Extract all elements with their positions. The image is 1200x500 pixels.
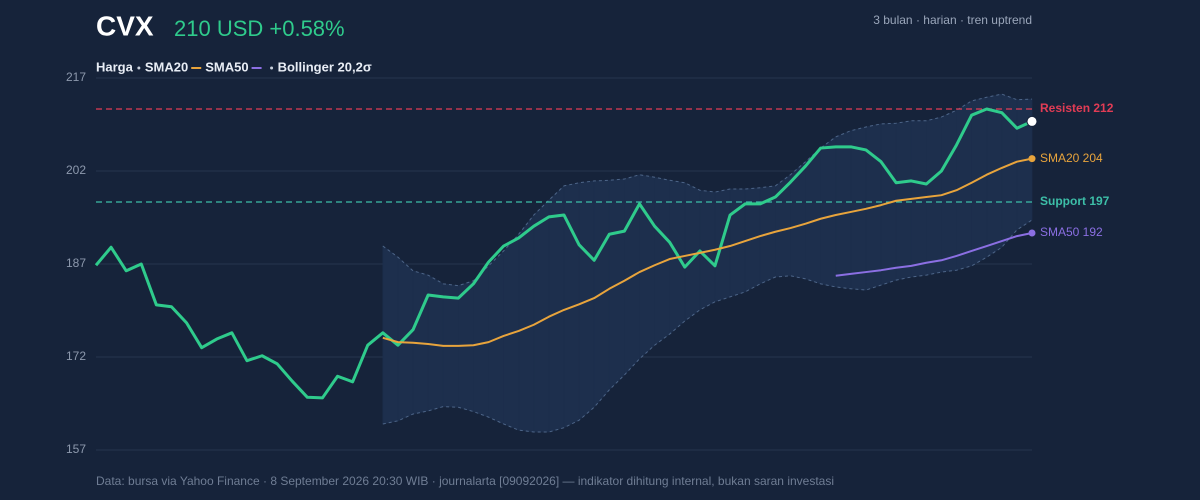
band-fill xyxy=(805,147,821,285)
y-tick-label: 217 xyxy=(66,70,86,84)
band-fill xyxy=(986,93,1003,258)
period-note: 3 bulan · harian · tren uptrend xyxy=(873,13,1032,27)
footer: Data: bursa via Yahoo Finance · 8 Septem… xyxy=(96,474,834,488)
band-fill xyxy=(835,130,852,290)
end-label: SMA20 204 xyxy=(1040,151,1103,165)
legend-separator xyxy=(270,66,274,70)
end-label: SMA50 192 xyxy=(1040,225,1103,239)
legend: Harga SMA20 SMA50 Bollinger 20,2σ xyxy=(96,59,372,74)
band-fill xyxy=(548,185,565,433)
band-fill xyxy=(518,214,535,433)
series-line xyxy=(94,107,1033,400)
y-tick-label: 202 xyxy=(66,163,86,177)
legend-label: SMA20 xyxy=(145,59,188,74)
series-line xyxy=(835,232,1033,277)
reference-label: Resisten 212 xyxy=(1040,101,1114,115)
series-line xyxy=(382,157,1033,347)
band-fill xyxy=(624,174,640,376)
band-lower xyxy=(382,219,1033,433)
band-upper xyxy=(382,93,1033,287)
last-price-dot xyxy=(1026,115,1038,127)
band-fill xyxy=(820,136,837,288)
band-fill xyxy=(533,199,550,433)
legend-label: Harga xyxy=(96,59,134,74)
chart-title: CVX xyxy=(96,10,154,41)
legend-separator xyxy=(137,66,141,70)
band-fill xyxy=(473,265,489,418)
legend-label: Bollinger 20,2σ xyxy=(278,59,372,74)
legend-label: SMA50 xyxy=(205,59,248,74)
y-tick-label: 187 xyxy=(66,256,86,270)
end-dot xyxy=(1028,229,1036,237)
y-tick-label: 172 xyxy=(66,349,86,363)
price-subtitle: 210 USD +0.58% xyxy=(174,16,345,41)
y-tick-label: 157 xyxy=(66,442,86,456)
end-dot xyxy=(1028,155,1036,163)
reference-label: Support 197 xyxy=(1040,194,1110,208)
